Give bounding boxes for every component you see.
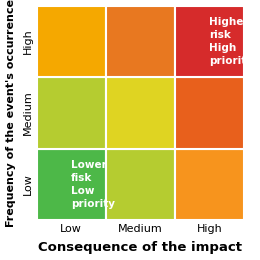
Bar bbox=[106, 77, 175, 149]
Bar bbox=[37, 5, 106, 77]
Bar bbox=[106, 149, 175, 220]
X-axis label: Consequence of the impact: Consequence of the impact bbox=[38, 242, 242, 255]
Bar bbox=[37, 77, 106, 149]
Bar bbox=[175, 5, 244, 77]
Bar bbox=[175, 77, 244, 149]
Y-axis label: Frequency of the event's occurrence: Frequency of the event's occurrence bbox=[5, 0, 16, 227]
Text: Higher
risk
High
priority: Higher risk High priority bbox=[210, 17, 254, 66]
Bar bbox=[37, 149, 106, 220]
Text: Lower
fisk
Low
priority: Lower fisk Low priority bbox=[71, 160, 115, 209]
Bar bbox=[106, 5, 175, 77]
Bar bbox=[175, 149, 244, 220]
